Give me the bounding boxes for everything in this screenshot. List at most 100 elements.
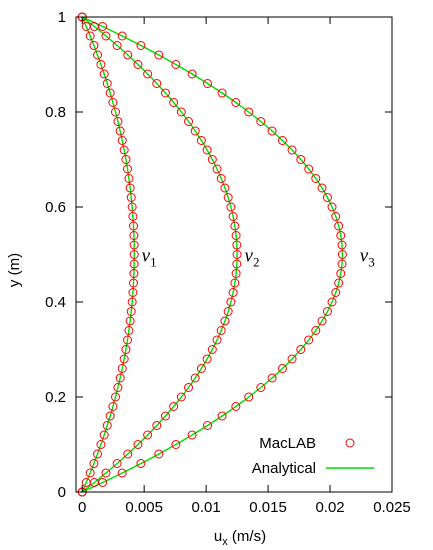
- maclab-point: [277, 136, 287, 145]
- maclab-point: [129, 269, 139, 278]
- maclab-point: [133, 60, 143, 69]
- maclab-point: [196, 136, 206, 145]
- legend: MacLAB Analytical: [252, 435, 374, 477]
- maclab-point: [115, 373, 125, 383]
- maclab-point: [207, 155, 217, 164]
- legend-label-maclab: MacLAB: [259, 435, 316, 452]
- maclab-point: [105, 88, 115, 98]
- maclab-point: [126, 193, 136, 202]
- maclab-point: [232, 240, 242, 250]
- maclab-point: [124, 174, 134, 183]
- maclab-point: [89, 459, 99, 468]
- maclab-point: [101, 468, 111, 478]
- x-axis-label-unit: (m/s): [232, 528, 266, 545]
- maclab-point: [322, 307, 332, 316]
- maclab-point: [228, 212, 238, 221]
- maclab-point: [169, 98, 179, 107]
- maclab-point: [203, 421, 213, 430]
- maclab-point: [256, 117, 266, 126]
- maclab-point: [117, 136, 127, 145]
- maclab-point: [143, 430, 153, 440]
- analytical-curves: [81, 16, 344, 493]
- plot-frame: [75, 16, 393, 493]
- x-tick-label: 0.005: [125, 499, 163, 516]
- maclab-point: [143, 69, 153, 79]
- maclab-point: [105, 411, 115, 421]
- maclab-point: [287, 145, 297, 155]
- maclab-point: [122, 335, 132, 345]
- maclab-point: [337, 250, 347, 259]
- maclab-point: [331, 288, 341, 297]
- y-tick-label: 1: [58, 9, 66, 26]
- maclab-point: [207, 345, 217, 354]
- maclab-point: [327, 202, 337, 212]
- maclab-point: [184, 117, 194, 126]
- maclab-point: [212, 335, 222, 345]
- maclab-point: [128, 212, 138, 221]
- maclab-point: [336, 231, 346, 240]
- maclab-point: [133, 440, 143, 449]
- maclab-point: [99, 69, 109, 79]
- maclab-point: [117, 31, 127, 41]
- maclab-point: [112, 41, 122, 50]
- maclab-point: [317, 183, 327, 193]
- maclab-point: [187, 430, 197, 440]
- maclab-point: [336, 269, 346, 278]
- maclab-point: [231, 402, 241, 411]
- maclab-point: [154, 50, 164, 60]
- maclab-point: [117, 468, 127, 478]
- maclab-point: [129, 259, 139, 269]
- y-tick-label: 0.8: [45, 104, 66, 121]
- maclab-point: [98, 22, 108, 31]
- maclab-point: [230, 278, 240, 288]
- maclab-point: [228, 288, 238, 297]
- maclab-point: [220, 183, 230, 193]
- x-tick-label: 0.01: [192, 499, 221, 516]
- maclab-point: [136, 41, 146, 50]
- maclab-point: [187, 69, 197, 79]
- maclab-point: [108, 402, 118, 411]
- maclab-point: [244, 392, 254, 402]
- maclab-point: [216, 174, 226, 183]
- axis-ticks: 0 0.005 0.01 0.015 0.02 0.025 0 0.2 0.4 0.6 0.8 1: [45, 9, 411, 516]
- profile-label-1: ν1: [142, 246, 157, 270]
- maclab-point: [267, 126, 277, 136]
- maclab-point: [231, 269, 241, 278]
- maclab-point: [128, 221, 138, 231]
- maclab-point: [184, 383, 194, 392]
- maclab-point: [154, 449, 164, 459]
- maclab-point: [129, 231, 139, 240]
- maclab-point: [304, 335, 314, 345]
- maclab-point: [89, 41, 99, 50]
- maclab-point: [113, 383, 123, 392]
- maclab-point: [277, 364, 287, 373]
- maclab-point: [331, 212, 341, 221]
- maclab-point: [223, 307, 233, 316]
- maclab-point: [136, 459, 146, 468]
- y-tick-label: 0: [58, 484, 66, 501]
- maclab-point: [121, 345, 131, 354]
- maclab-point: [256, 383, 266, 392]
- maclab-point: [127, 202, 137, 212]
- maclab-point: [98, 478, 108, 487]
- maclab-point: [334, 221, 344, 231]
- maclab-point: [337, 259, 347, 269]
- maclab-point: [317, 316, 327, 326]
- maclab-point: [128, 288, 138, 297]
- legend-marker-maclab: [345, 438, 355, 448]
- maclab-point: [171, 60, 181, 69]
- y-axis-label: y (m): [6, 253, 23, 287]
- maclab-point: [125, 183, 135, 193]
- maclab-point: [108, 98, 118, 107]
- maclab-point: [127, 297, 137, 307]
- x-axis-label-subscript: x: [222, 536, 228, 548]
- maclab-point: [112, 459, 122, 468]
- maclab-point: [171, 440, 181, 449]
- maclab-point: [311, 174, 321, 183]
- maclab-point: [216, 326, 226, 335]
- maclab-point: [311, 326, 321, 335]
- maclab-point: [267, 373, 277, 383]
- analytical-line-3: [81, 16, 344, 493]
- maclab-point: [190, 373, 200, 383]
- maclab-point: [169, 402, 179, 411]
